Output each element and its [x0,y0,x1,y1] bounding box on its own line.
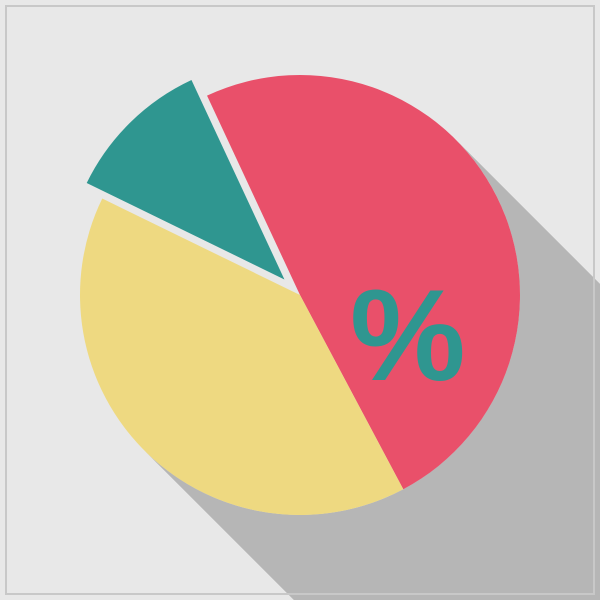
percent-label: % [350,270,466,400]
pie-chart-svg [0,0,600,600]
chart-canvas: % [0,0,600,600]
